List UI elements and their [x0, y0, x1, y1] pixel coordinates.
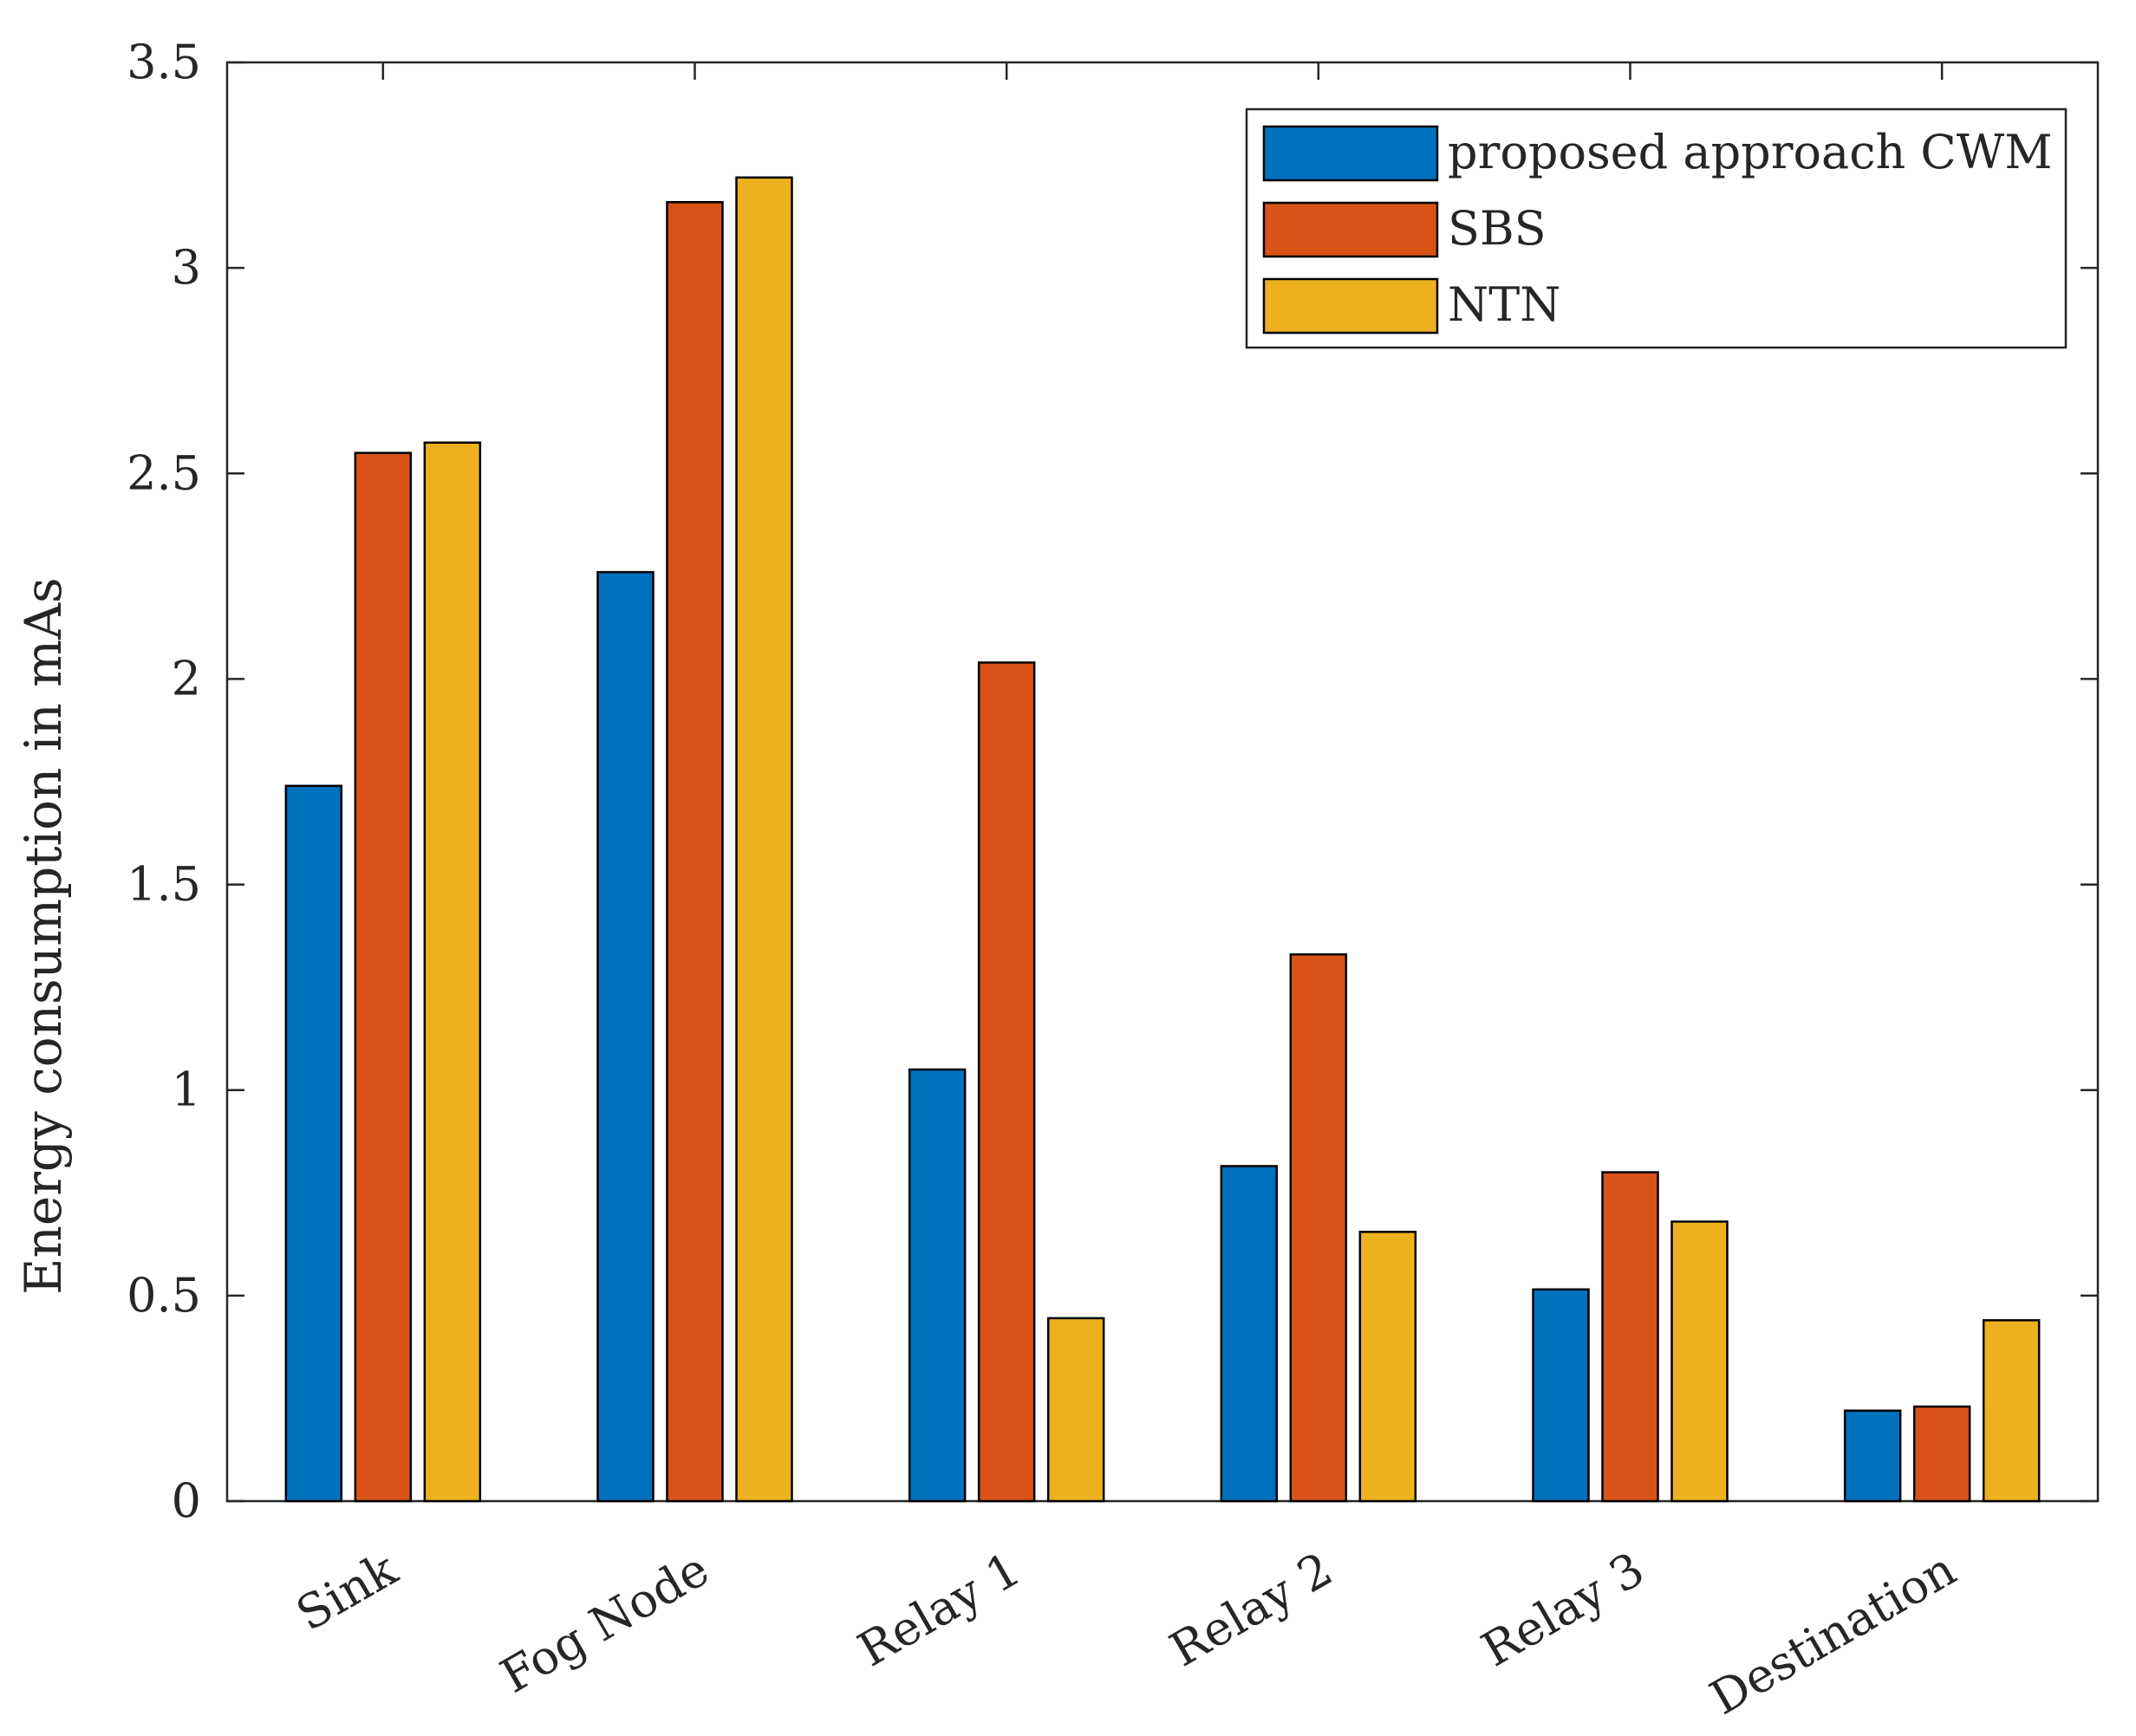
- bar: [423, 441, 482, 1503]
- bar: [1843, 1409, 1902, 1503]
- bar: [284, 784, 343, 1503]
- y-tick-label: 0: [172, 1473, 201, 1528]
- bar: [977, 661, 1036, 1503]
- legend-label: SBS: [1448, 201, 1547, 256]
- x-tick-label: Relay 1: [849, 1542, 1029, 1678]
- bar: [596, 570, 654, 1503]
- bar: [354, 452, 413, 1503]
- legend-swatch: [1262, 201, 1439, 258]
- y-tick-label: 1.5: [127, 857, 201, 912]
- bar: [1912, 1405, 1971, 1503]
- legend-label: NTN: [1448, 277, 1561, 332]
- bar: [908, 1068, 967, 1503]
- bar: [1289, 953, 1348, 1503]
- y-tick-label: 3: [172, 240, 201, 295]
- x-tick-label: Relay 3: [1473, 1542, 1653, 1678]
- y-tick-label: 3.5: [127, 35, 201, 89]
- x-tick-label: Sink: [287, 1541, 407, 1642]
- legend: proposed approach CWM SBS NTN: [1245, 107, 2068, 349]
- bar: [666, 201, 724, 1503]
- bar: [1982, 1319, 2041, 1503]
- y-axis: 0 0.5 1 1.5 2 2.5 3 3.5: [127, 35, 2098, 1528]
- x-tick-label: Relay 2: [1161, 1542, 1341, 1678]
- y-tick-label: 0.5: [127, 1268, 201, 1323]
- bar: [1532, 1288, 1590, 1503]
- legend-swatch: [1262, 277, 1439, 335]
- x-tick-label: Fog Node: [492, 1542, 718, 1704]
- x-tick-label: Destination: [1701, 1542, 1964, 1726]
- y-axis-title: Energy consumption in mAs: [14, 577, 73, 1295]
- bar: [735, 176, 793, 1503]
- legend-swatch: [1262, 125, 1439, 182]
- bar: [1670, 1220, 1729, 1503]
- bar: [1220, 1165, 1279, 1503]
- y-tick-label: 2: [172, 651, 201, 705]
- y-tick-label: 2.5: [127, 445, 201, 500]
- bar: [1601, 1171, 1659, 1503]
- bars-group: [284, 176, 2041, 1503]
- y-tick-label: 1: [172, 1063, 201, 1117]
- bar: [1046, 1317, 1105, 1503]
- bar: [1358, 1231, 1417, 1503]
- legend-label: proposed approach CWM: [1448, 125, 2053, 179]
